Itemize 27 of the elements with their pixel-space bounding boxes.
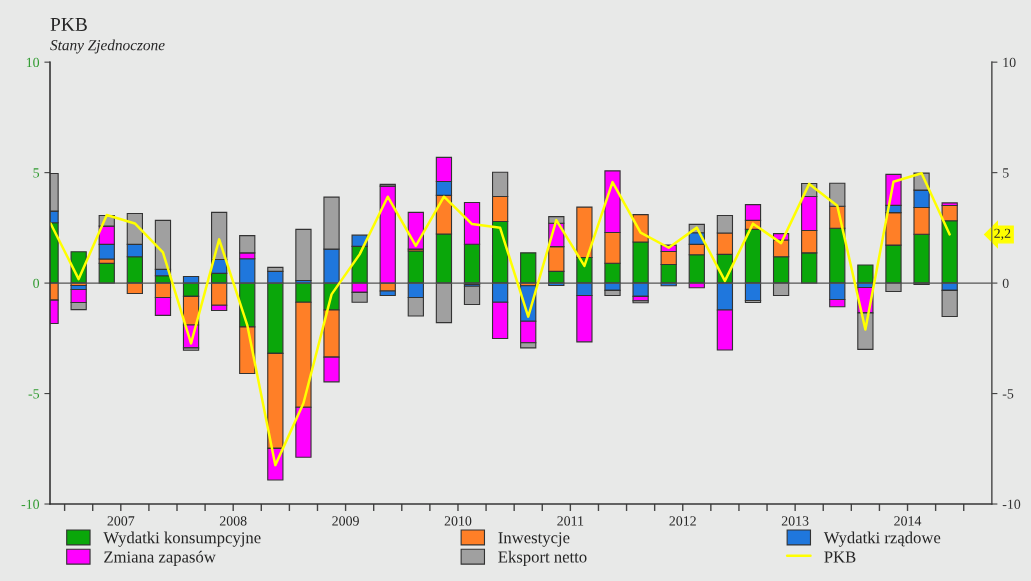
x-tick-label: 2014 — [894, 516, 922, 526]
y2-tick-label: 0 — [1002, 278, 1009, 289]
x-tick-label: 2013 — [781, 516, 809, 526]
x-tick-label: 2009 — [332, 516, 359, 526]
legend-label: Zmiana zapasów — [104, 550, 216, 566]
y-tick-label: 10 — [26, 57, 40, 68]
legend-label: Inwestycje — [498, 532, 570, 547]
chart-title: PKB — [50, 18, 87, 31]
y-tick-label: 5 — [33, 168, 40, 178]
y2-tick-label: 5 — [1003, 168, 1009, 178]
y2-tick-label: -5 — [1002, 389, 1014, 399]
x-tick-label: 2012 — [669, 516, 696, 526]
legend-label: Eksport netto — [498, 550, 587, 566]
legend-label: Wydatki konsumpcyjne — [103, 531, 261, 547]
y-tick-label: -10 — [21, 499, 40, 509]
chart-subtitle: Stany Zjednoczone — [50, 39, 165, 54]
x-tick-label: 2010 — [444, 516, 472, 526]
y-tick-label: 0 — [33, 278, 40, 289]
x-tick-label: 2011 — [557, 516, 584, 526]
y2-tick-label: 10 — [1003, 57, 1016, 68]
y-tick-label: -5 — [28, 389, 40, 399]
x-tick-label: 2007 — [107, 516, 135, 526]
legend-label: Wydatki rządowe — [823, 531, 941, 547]
text: 2,2 — [994, 228, 1011, 240]
x-tick-label: 2008 — [219, 516, 247, 526]
legend-label: PKB — [824, 551, 856, 563]
y2-tick-label: -10 — [1002, 499, 1021, 509]
